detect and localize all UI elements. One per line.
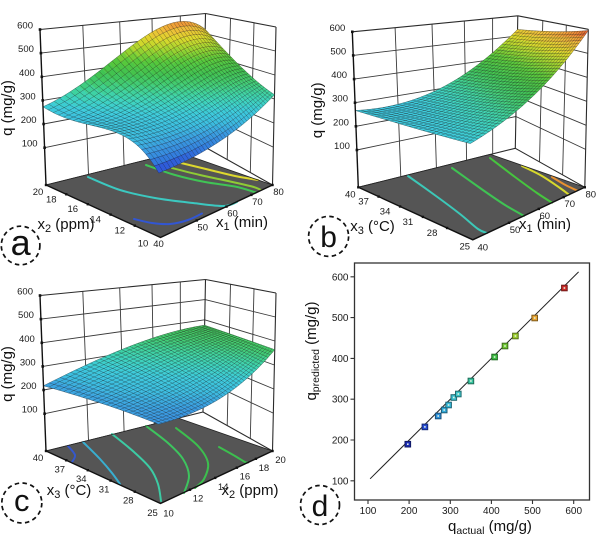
svg-text:500: 500 <box>18 44 34 55</box>
svg-text:400: 400 <box>331 70 347 81</box>
svg-text:x1 (min): x1 (min) <box>216 214 268 233</box>
svg-text:20: 20 <box>33 187 44 198</box>
svg-text:50: 50 <box>510 225 521 236</box>
svg-text:200: 200 <box>333 117 349 128</box>
svg-text:12: 12 <box>193 494 204 505</box>
svg-text:28: 28 <box>427 228 438 239</box>
svg-text:60: 60 <box>227 209 238 220</box>
svg-text:100: 100 <box>22 139 38 150</box>
svg-text:x3 (°C): x3 (°C) <box>47 482 92 501</box>
svg-text:37: 37 <box>358 197 369 208</box>
svg-text:40: 40 <box>478 242 489 253</box>
svg-text:40: 40 <box>345 189 356 200</box>
svg-text:c: c <box>14 483 30 518</box>
svg-text:600: 600 <box>17 21 33 32</box>
svg-text:x2 (ppm): x2 (ppm) <box>222 482 279 501</box>
svg-text:18: 18 <box>46 194 57 205</box>
svg-text:50: 50 <box>197 223 208 234</box>
svg-text:400: 400 <box>19 68 35 79</box>
svg-text:18: 18 <box>259 463 270 474</box>
svg-text:70: 70 <box>564 199 575 210</box>
svg-text:20: 20 <box>275 455 286 466</box>
svg-text:500: 500 <box>524 506 541 517</box>
svg-text:q (mg/g): q (mg/g) <box>0 80 16 136</box>
svg-text:d: d <box>312 490 329 523</box>
svg-text:80: 80 <box>273 187 284 198</box>
svg-text:200: 200 <box>21 381 37 392</box>
svg-text:600: 600 <box>329 23 345 34</box>
svg-text:31: 31 <box>403 217 414 228</box>
svg-text:34: 34 <box>76 474 87 485</box>
svg-text:200: 200 <box>21 115 37 126</box>
svg-text:500: 500 <box>330 46 346 57</box>
svg-text:500: 500 <box>18 310 34 321</box>
svg-text:100: 100 <box>360 506 377 517</box>
svg-text:600: 600 <box>17 287 33 298</box>
svg-text:a: a <box>11 222 32 263</box>
svg-text:34: 34 <box>380 207 391 218</box>
svg-text:40: 40 <box>33 453 44 464</box>
svg-text:400: 400 <box>19 334 35 345</box>
svg-text:25: 25 <box>147 508 158 519</box>
svg-text:60: 60 <box>540 211 551 222</box>
svg-text:80: 80 <box>586 189 597 200</box>
svg-text:31: 31 <box>99 485 110 496</box>
svg-text:600: 600 <box>565 506 582 517</box>
svg-text:400: 400 <box>483 506 500 517</box>
svg-text:37: 37 <box>55 464 66 475</box>
svg-text:16: 16 <box>68 204 79 215</box>
svg-text:25: 25 <box>460 241 471 252</box>
svg-text:100: 100 <box>334 141 350 152</box>
svg-text:10: 10 <box>163 508 174 519</box>
svg-text:14: 14 <box>90 215 101 226</box>
svg-text:100: 100 <box>22 405 38 416</box>
svg-text:b: b <box>320 221 337 254</box>
svg-text:10: 10 <box>138 239 149 250</box>
svg-text:100: 100 <box>332 476 349 487</box>
svg-text:x1 (min): x1 (min) <box>519 216 571 235</box>
svg-text:400: 400 <box>332 354 349 365</box>
svg-text:q (mg/g): q (mg/g) <box>309 82 326 138</box>
svg-text:300: 300 <box>20 91 36 102</box>
svg-text:14: 14 <box>218 482 229 493</box>
svg-text:x2 (ppm): x2 (ppm) <box>38 216 95 235</box>
svg-text:40: 40 <box>153 239 164 250</box>
svg-text:70: 70 <box>252 197 263 208</box>
svg-text:300: 300 <box>442 506 459 517</box>
svg-text:x3 (°C): x3 (°C) <box>350 218 395 237</box>
svg-text:600: 600 <box>332 272 349 283</box>
svg-text:q (mg/g): q (mg/g) <box>0 346 16 402</box>
svg-text:200: 200 <box>332 436 349 447</box>
svg-text:300: 300 <box>20 357 36 368</box>
svg-text:16: 16 <box>240 472 251 483</box>
svg-text:12: 12 <box>115 226 126 237</box>
svg-text:28: 28 <box>123 496 134 507</box>
svg-text:200: 200 <box>401 506 418 517</box>
svg-text:500: 500 <box>332 313 349 324</box>
svg-text:300: 300 <box>332 395 349 406</box>
svg-text:300: 300 <box>332 94 348 105</box>
